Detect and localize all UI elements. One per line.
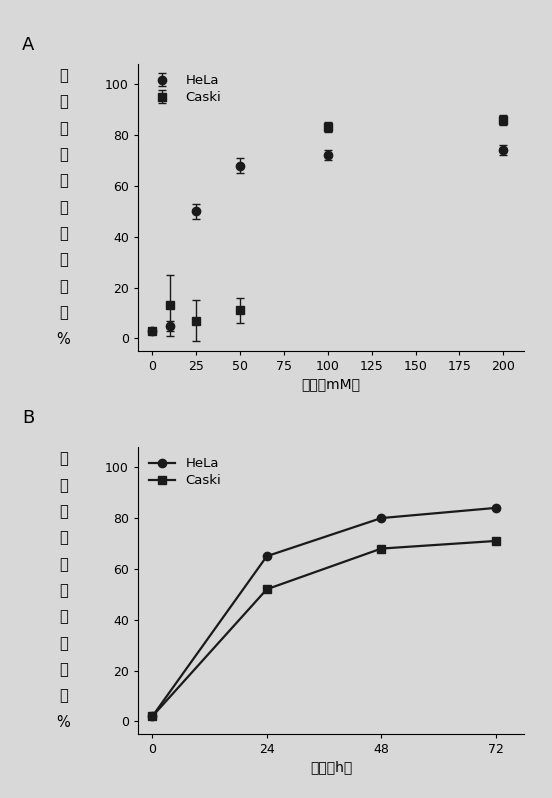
Text: 百: 百	[59, 253, 68, 267]
Text: A: A	[22, 36, 34, 54]
HeLa	[263, 551, 270, 561]
Text: 抑: 抑	[59, 69, 68, 83]
Caski	[378, 543, 385, 553]
Text: 百: 百	[59, 636, 68, 650]
Text: %: %	[57, 715, 70, 729]
Text: B: B	[22, 409, 34, 428]
Text: 细: 细	[59, 504, 68, 519]
Text: %: %	[57, 332, 70, 346]
Text: 分: 分	[59, 662, 68, 677]
Caski	[492, 536, 499, 546]
Legend: HeLa, Caski: HeLa, Caski	[145, 70, 225, 109]
Text: 的: 的	[59, 227, 68, 241]
Text: 胞: 胞	[59, 148, 68, 162]
Text: 增: 增	[59, 174, 68, 188]
Text: 殖: 殖	[59, 583, 68, 598]
Line: Caski: Caski	[148, 537, 500, 721]
HeLa	[149, 712, 156, 721]
Text: 增: 增	[59, 557, 68, 571]
Text: 细: 细	[59, 121, 68, 136]
Legend: HeLa, Caski: HeLa, Caski	[145, 453, 225, 492]
Text: 制: 制	[59, 95, 68, 109]
Line: HeLa: HeLa	[148, 504, 500, 721]
Text: 制: 制	[59, 478, 68, 492]
X-axis label: 浓度（mM）: 浓度（mM）	[302, 377, 360, 391]
Caski	[149, 712, 156, 721]
Text: 殖: 殖	[59, 200, 68, 215]
Text: 率: 率	[59, 689, 68, 703]
X-axis label: 时间（h）: 时间（h）	[310, 760, 352, 774]
Text: 胞: 胞	[59, 531, 68, 545]
Caski	[263, 584, 270, 594]
Text: 率: 率	[59, 306, 68, 320]
HeLa	[492, 503, 499, 512]
Text: 的: 的	[59, 610, 68, 624]
Text: 抑: 抑	[59, 452, 68, 466]
HeLa	[378, 513, 385, 523]
Text: 分: 分	[59, 279, 68, 294]
